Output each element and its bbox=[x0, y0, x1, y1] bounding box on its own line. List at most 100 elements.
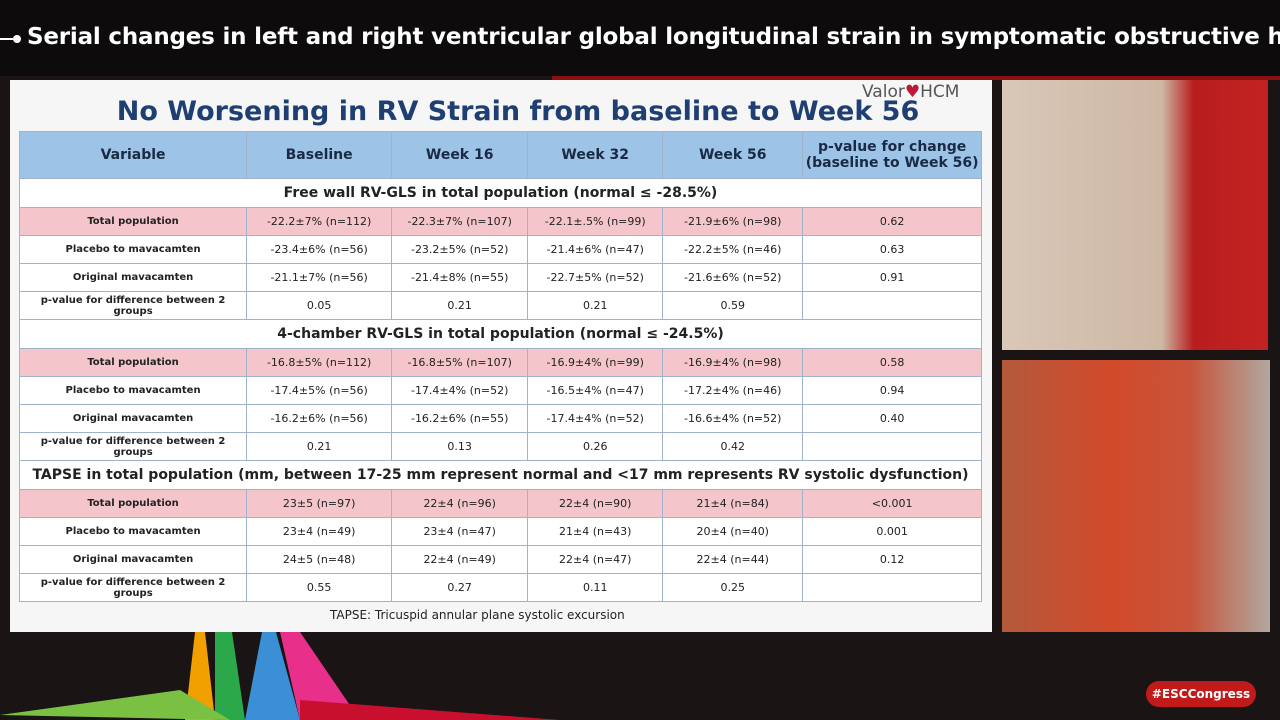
cell: 0.05 bbox=[246, 291, 393, 320]
cell: 0.26 bbox=[527, 432, 664, 461]
accent-line bbox=[552, 76, 1280, 80]
cell: 0.40 bbox=[802, 404, 982, 433]
row-label: Placebo to mavacamten bbox=[18, 517, 248, 546]
cell: -21.4±8% (n=55) bbox=[391, 263, 529, 292]
logo-heart: ♥ bbox=[904, 82, 921, 102]
column-header: Week 16 bbox=[391, 131, 529, 179]
column-header: Week 56 bbox=[662, 131, 804, 179]
cell: 0.91 bbox=[802, 263, 982, 292]
row-label: Total population bbox=[18, 207, 248, 236]
stripe bbox=[245, 632, 300, 720]
footnote: TAPSE: Tricuspid annular plane systolic … bbox=[330, 608, 625, 622]
stripe bbox=[0, 690, 230, 720]
cell: 20±4 (n=40) bbox=[662, 517, 804, 546]
cell bbox=[802, 573, 982, 602]
section-row: 4-chamber RV-GLS in total population (no… bbox=[19, 319, 982, 349]
cell: -16.8±5% (n=112) bbox=[246, 348, 393, 377]
cell: -17.2±4% (n=46) bbox=[662, 376, 804, 405]
cell: -22.2±5% (n=46) bbox=[662, 235, 804, 264]
header-row: Variable Baseline Week 16 Week 32 Week 56 p-v… bbox=[18, 131, 982, 179]
cell: -16.5±4% (n=47) bbox=[527, 376, 664, 405]
cell: -23.2±5% (n=52) bbox=[391, 235, 529, 264]
cell: -17.4±4% (n=52) bbox=[527, 404, 664, 433]
table-row: Placebo to mavacamten 23±4 (n=49) 23±4 (n=… bbox=[18, 517, 982, 546]
hashtag-badge: #ESCCongress bbox=[1146, 681, 1256, 707]
cell: 22±4 (n=49) bbox=[391, 545, 529, 574]
cell: -16.2±6% (n=56) bbox=[246, 404, 393, 433]
section-title: Free wall RV-GLS in total population (no… bbox=[19, 178, 982, 208]
panel-video bbox=[1002, 360, 1270, 632]
cell: 0.94 bbox=[802, 376, 982, 405]
cell: 23±4 (n=49) bbox=[246, 517, 393, 546]
cell: 0.001 bbox=[802, 517, 982, 546]
cell: 0.21 bbox=[391, 291, 529, 320]
cell: 22±4 (n=90) bbox=[527, 489, 664, 518]
cell: 0.27 bbox=[391, 573, 529, 602]
cell: 0.25 bbox=[662, 573, 804, 602]
cell: -22.1±.5% (n=99) bbox=[527, 207, 664, 236]
table-row: Total population -16.8±5% (n=112) -16.8±5%… bbox=[18, 348, 982, 377]
cell bbox=[802, 432, 982, 461]
cell: -21.9±6% (n=98) bbox=[662, 207, 804, 236]
row-label: p-value for difference between 2 groups bbox=[18, 291, 248, 320]
section-row: Free wall RV-GLS in total population (no… bbox=[19, 178, 982, 208]
cell: 0.42 bbox=[662, 432, 804, 461]
logo: Valor♥HCM bbox=[862, 82, 959, 102]
section-title: 4-chamber RV-GLS in total population (no… bbox=[19, 319, 982, 349]
dot bbox=[13, 35, 21, 43]
stripe bbox=[300, 700, 560, 720]
cell: 0.13 bbox=[391, 432, 529, 461]
cell: 21±4 (n=43) bbox=[527, 517, 664, 546]
cell: <0.001 bbox=[802, 489, 982, 518]
stripe bbox=[280, 632, 360, 720]
table-row: Placebo to mavacamten -17.4±5% (n=56) -17.… bbox=[18, 376, 982, 405]
cell: -17.4±5% (n=56) bbox=[246, 376, 393, 405]
row-label: p-value for difference between 2 groups bbox=[18, 573, 248, 602]
cell bbox=[802, 291, 982, 320]
cell: -21.6±6% (n=52) bbox=[662, 263, 804, 292]
cell: -22.2±7% (n=112) bbox=[246, 207, 393, 236]
row-label: Total population bbox=[18, 489, 248, 518]
table-row: p-value for difference between 2 groups 0… bbox=[18, 432, 982, 461]
cell: 0.58 bbox=[802, 348, 982, 377]
row-label: Placebo to mavacamten bbox=[18, 235, 248, 264]
title-bar bbox=[0, 0, 1280, 76]
cell: -16.2±6% (n=55) bbox=[391, 404, 529, 433]
slide-title: No Worsening in RV Strain from baseline … bbox=[116, 96, 920, 127]
cell: 22±4 (n=96) bbox=[391, 489, 529, 518]
column-header: Week 32 bbox=[527, 131, 664, 179]
table-row: Total population 23±5 (n=97) 22±4 (n=96) 22… bbox=[18, 489, 982, 518]
speaker-video bbox=[1002, 80, 1268, 350]
cell: 0.62 bbox=[802, 207, 982, 236]
table-row: Original mavacamten 24±5 (n=48) 22±4 (n=49… bbox=[18, 545, 982, 574]
video-title: Serial changes in left and right ventric… bbox=[27, 24, 1280, 50]
cell: -16.9±4% (n=98) bbox=[662, 348, 804, 377]
cell: 0.21 bbox=[527, 291, 664, 320]
cell: 0.63 bbox=[802, 235, 982, 264]
cell: -22.3±7% (n=107) bbox=[391, 207, 529, 236]
row-label: Placebo to mavacamten bbox=[18, 376, 248, 405]
table-row: Original mavacamten -21.1±7% (n=56) -21.4±… bbox=[18, 263, 982, 292]
cell: -16.6±4% (n=52) bbox=[662, 404, 804, 433]
table-row: p-value for difference between 2 groups 0… bbox=[18, 573, 982, 602]
column-header: Variable bbox=[18, 131, 248, 179]
cell: -21.4±6% (n=47) bbox=[527, 235, 664, 264]
cell: -22.7±5% (n=52) bbox=[527, 263, 664, 292]
column-header: p-value for change (baseline to Week 56) bbox=[802, 131, 982, 179]
cell: 0.11 bbox=[527, 573, 664, 602]
cell: -21.1±7% (n=56) bbox=[246, 263, 393, 292]
cell: -23.4±6% (n=56) bbox=[246, 235, 393, 264]
cell: 0.55 bbox=[246, 573, 393, 602]
logo-text: Valor bbox=[862, 82, 905, 102]
section-row: TAPSE in total population (mm, between 1… bbox=[19, 460, 982, 490]
cell: 22±4 (n=44) bbox=[662, 545, 804, 574]
cell: 21±4 (n=84) bbox=[662, 489, 804, 518]
cell: 0.59 bbox=[662, 291, 804, 320]
row-label: Original mavacamten bbox=[18, 545, 248, 574]
cell: -16.9±4% (n=99) bbox=[527, 348, 664, 377]
row-label: p-value for difference between 2 groups bbox=[18, 432, 248, 461]
table-row: p-value for difference between 2 groups 0… bbox=[18, 291, 982, 320]
cell: 23±4 (n=47) bbox=[391, 517, 529, 546]
